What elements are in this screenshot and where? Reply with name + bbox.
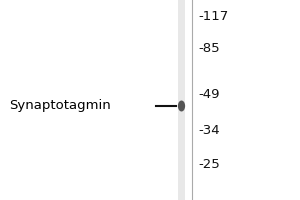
- Text: Synaptotagmin: Synaptotagmin: [9, 99, 111, 112]
- Text: -117: -117: [198, 10, 228, 23]
- Text: -49: -49: [198, 88, 220, 100]
- Ellipse shape: [178, 100, 185, 112]
- Text: -25: -25: [198, 158, 220, 170]
- Text: -85: -85: [198, 43, 220, 55]
- Bar: [178, 0, 185, 200]
- Text: -34: -34: [198, 124, 220, 138]
